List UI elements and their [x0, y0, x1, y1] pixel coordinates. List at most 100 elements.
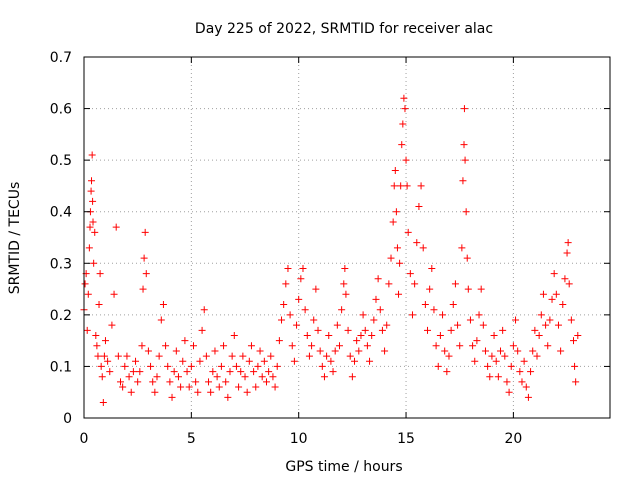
- data-point: [85, 244, 93, 252]
- data-point: [316, 347, 324, 355]
- data-point: [413, 239, 421, 247]
- data-point: [359, 311, 367, 319]
- data-point: [459, 177, 467, 185]
- y-axis-label: SRMTID / TECUs: [7, 182, 23, 295]
- data-point: [91, 228, 99, 236]
- data-point: [340, 280, 348, 288]
- data-point: [518, 378, 526, 386]
- data-point: [346, 352, 354, 360]
- data-point: [529, 347, 537, 355]
- data-point: [172, 347, 180, 355]
- data-point: [552, 290, 560, 298]
- data-point: [404, 228, 412, 236]
- data-point: [97, 362, 105, 370]
- data-point: [318, 362, 326, 370]
- data-point: [481, 347, 489, 355]
- data-point: [466, 316, 474, 324]
- data-point: [141, 228, 149, 236]
- data-point: [501, 352, 509, 360]
- data-point: [87, 187, 95, 195]
- data-point: [267, 352, 275, 360]
- data-point: [415, 203, 423, 211]
- data-point: [505, 388, 513, 396]
- data-point: [460, 141, 468, 149]
- data-point: [329, 368, 337, 376]
- data-point: [147, 362, 155, 370]
- data-point: [94, 352, 102, 360]
- data-point: [464, 285, 472, 293]
- data-point: [235, 383, 243, 391]
- data-point: [110, 290, 118, 298]
- data-point: [557, 347, 565, 355]
- data-point: [96, 270, 104, 278]
- data-point: [101, 337, 109, 345]
- data-point: [389, 218, 397, 226]
- data-point: [275, 337, 283, 345]
- data-point: [563, 249, 571, 257]
- data-point: [151, 388, 159, 396]
- data-point: [149, 378, 157, 386]
- data-point: [475, 311, 483, 319]
- data-point: [439, 311, 447, 319]
- data-point: [331, 347, 339, 355]
- data-point: [571, 362, 579, 370]
- data-point: [507, 362, 515, 370]
- data-point: [95, 301, 103, 309]
- data-point: [564, 239, 572, 247]
- x-tick-label: 15: [397, 431, 415, 447]
- data-point: [432, 342, 440, 350]
- data-point: [198, 326, 206, 334]
- x-tick-label: 5: [187, 431, 196, 447]
- data-point: [445, 352, 453, 360]
- data-point: [366, 357, 374, 365]
- data-point: [561, 275, 569, 283]
- data-point: [92, 331, 100, 339]
- data-point: [215, 383, 223, 391]
- data-point: [303, 331, 311, 339]
- data-point: [492, 357, 500, 365]
- data-point: [237, 368, 245, 376]
- data-point: [570, 337, 578, 345]
- data-point: [399, 120, 407, 128]
- data-point: [456, 342, 464, 350]
- data-point: [396, 259, 404, 267]
- data-point: [458, 244, 466, 252]
- data-point: [211, 347, 219, 355]
- data-point: [260, 357, 268, 365]
- data-point: [139, 285, 147, 293]
- data-point: [254, 362, 262, 370]
- data-point: [357, 331, 365, 339]
- data-point: [308, 342, 316, 350]
- data-point: [447, 326, 455, 334]
- data-point: [348, 373, 356, 381]
- data-point: [387, 254, 395, 262]
- data-point: [164, 362, 172, 370]
- data-point: [243, 388, 251, 396]
- data-point: [99, 399, 107, 407]
- y-tick-label: 0.2: [50, 308, 72, 324]
- data-point: [368, 331, 376, 339]
- data-point: [278, 316, 286, 324]
- data-point: [550, 270, 558, 278]
- data-point: [183, 368, 191, 376]
- data-point: [265, 368, 273, 376]
- data-point: [393, 244, 401, 252]
- data-point: [100, 352, 108, 360]
- data-point: [262, 378, 270, 386]
- data-point: [370, 316, 378, 324]
- data-point: [391, 166, 399, 174]
- data-point: [222, 378, 230, 386]
- data-point: [239, 352, 247, 360]
- data-point: [383, 321, 391, 329]
- y-tick-label: 0.5: [50, 153, 72, 169]
- data-point: [402, 156, 410, 164]
- data-point: [400, 94, 408, 102]
- data-point: [241, 373, 249, 381]
- data-point: [428, 264, 436, 272]
- data-point: [88, 151, 96, 159]
- data-point: [327, 357, 335, 365]
- data-point: [461, 156, 469, 164]
- data-point: [424, 326, 432, 334]
- data-point: [341, 264, 349, 272]
- data-point: [177, 383, 185, 391]
